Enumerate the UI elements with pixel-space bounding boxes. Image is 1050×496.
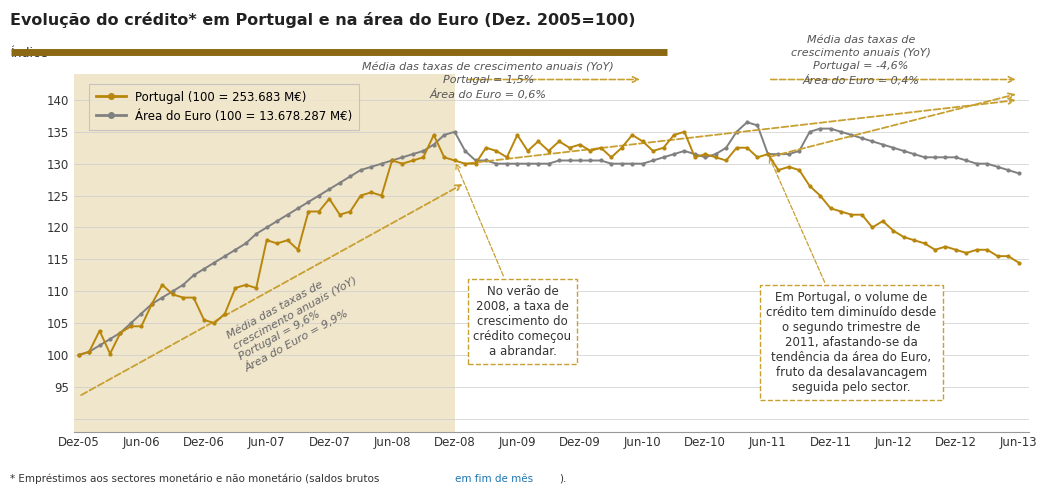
Text: Evolução do crédito* em Portugal e na área do Euro (Dez. 2005=100): Evolução do crédito* em Portugal e na ár… (10, 12, 636, 28)
Text: * Empréstimos aos sectores monetário e não monetário (saldos brutos: * Empréstimos aos sectores monetário e n… (10, 473, 383, 484)
Bar (74, 74, 455, 432)
Text: Em Portugal, o volume de
crédito tem diminuído desde
o segundo trimestre de
2011: Em Portugal, o volume de crédito tem dim… (766, 158, 937, 394)
Text: No verão de
2008, a taxa de
crescimento do
crédito começou
a abrandar.: No verão de 2008, a taxa de crescimento … (456, 164, 571, 358)
Text: Índice: Índice (12, 47, 49, 60)
Text: ).: ). (560, 474, 567, 484)
Text: Média das taxas de crescimento anuais (YoY)
Portugal = 1,5%
Área do Euro = 0,6%: Média das taxas de crescimento anuais (Y… (362, 62, 614, 100)
Text: em fim de mês: em fim de mês (455, 474, 532, 484)
Text: Média das taxas de
crescimento anuais (YoY)
Portugal = 9,6%
Área do Euro = 9,9%: Média das taxas de crescimento anuais (Y… (225, 264, 371, 374)
Legend: Portugal (100 = 253.683 M€), Área do Euro (100 = 13.678.287 M€): Portugal (100 = 253.683 M€), Área do Eur… (89, 84, 359, 130)
Text: Média das taxas de
crescimento anuais (YoY)
Portugal = -4,6%
Área do Euro = 0,4%: Média das taxas de crescimento anuais (Y… (791, 35, 931, 86)
